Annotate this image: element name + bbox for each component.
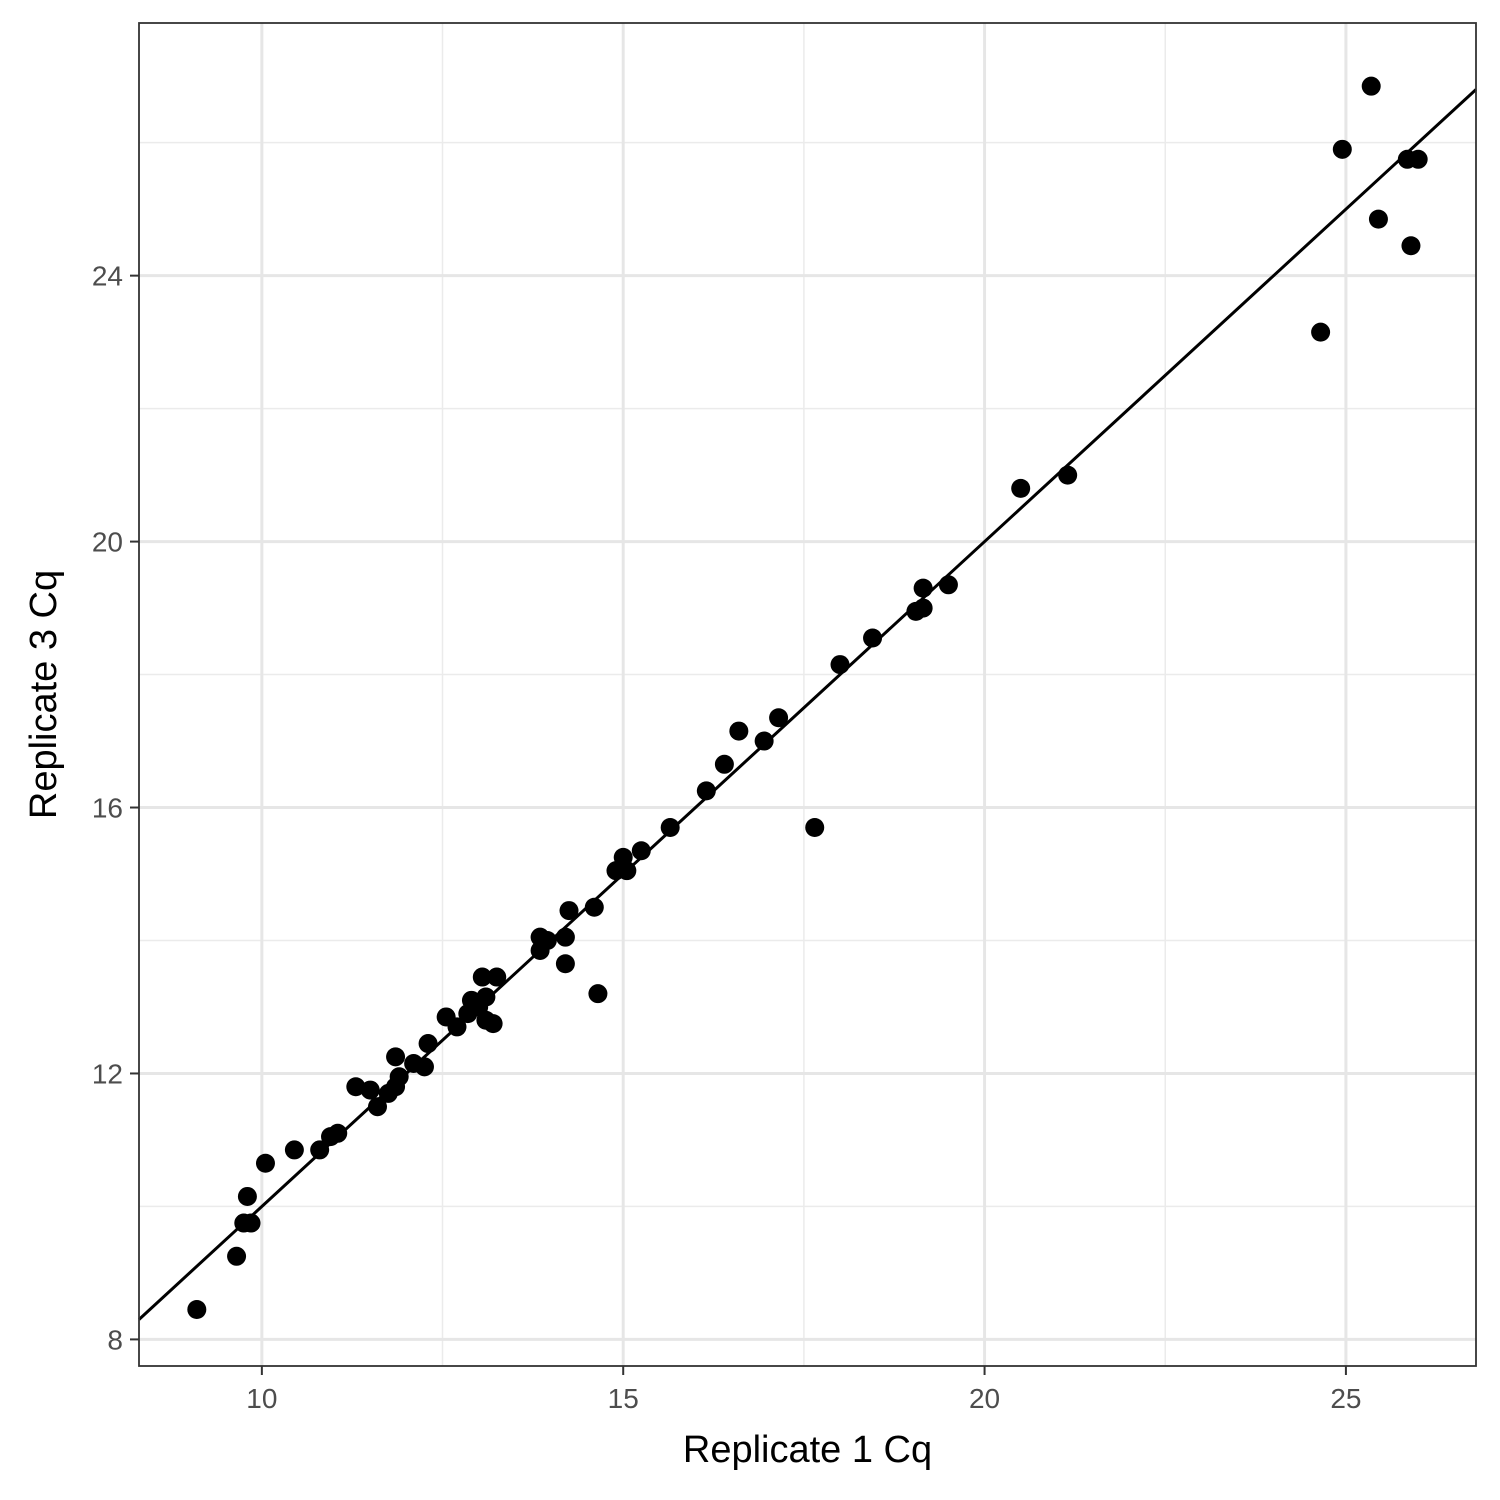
x-tick-label: 10 (246, 1383, 277, 1414)
data-point (472, 967, 492, 987)
plot-panel (139, 23, 1476, 1366)
data-point (418, 1034, 438, 1054)
data-point (913, 598, 933, 618)
x-axis: 10 15 20 25 (246, 1366, 1361, 1414)
data-point (241, 1213, 261, 1233)
x-axis-title: Replicate 1 Cq (683, 1429, 932, 1471)
data-point (1368, 209, 1388, 229)
data-point (310, 1140, 330, 1160)
x-tick-label: 20 (969, 1383, 1000, 1414)
data-point (537, 930, 557, 950)
plot-border (138, 22, 1477, 1367)
data-point (1332, 139, 1352, 159)
data-point (754, 731, 774, 751)
data-point (938, 575, 958, 595)
data-point (414, 1057, 434, 1077)
data-point (660, 817, 680, 837)
data-point (769, 708, 789, 728)
data-point (284, 1140, 304, 1160)
y-tick-label: 20 (92, 527, 123, 558)
data-point (476, 987, 496, 1007)
data-point (367, 1097, 387, 1117)
data-point (1011, 478, 1031, 498)
x-tick-label: 15 (608, 1383, 639, 1414)
data-point (555, 927, 575, 947)
data-point (584, 897, 604, 917)
data-point (237, 1186, 257, 1206)
identity-line (137, 88, 1478, 1321)
data-point (805, 817, 825, 837)
data-point (227, 1246, 247, 1266)
data-point (631, 841, 651, 861)
y-tick-label: 16 (92, 793, 123, 824)
data-point (555, 954, 575, 974)
x-tick-label: 25 (1330, 1383, 1361, 1414)
data-point (1361, 76, 1381, 96)
y-axis: 8 12 16 20 24 (92, 261, 139, 1355)
data-point (863, 628, 883, 648)
data-point (328, 1123, 348, 1143)
data-point (255, 1153, 275, 1173)
grid-minor (139, 23, 1476, 1366)
data-point (346, 1077, 366, 1097)
data-point (830, 655, 850, 675)
data-point (696, 781, 716, 801)
data-point (913, 578, 933, 598)
data-point (487, 967, 507, 987)
data-point (483, 1014, 503, 1034)
data-point (1311, 322, 1331, 342)
data-point (1408, 149, 1428, 169)
data-point (389, 1067, 409, 1087)
data-point (1401, 236, 1421, 256)
data-point (1058, 465, 1078, 485)
grid-major (139, 23, 1476, 1366)
data-point (360, 1080, 380, 1100)
y-tick-label: 24 (92, 261, 123, 292)
data-point (187, 1299, 207, 1319)
data-point (588, 984, 608, 1004)
y-axis-title: Replicate 3 Cq (23, 570, 65, 819)
y-tick-label: 8 (107, 1324, 123, 1355)
data-point (559, 901, 579, 921)
data-point (714, 754, 734, 774)
data-point (386, 1047, 406, 1067)
data-point (729, 721, 749, 741)
y-tick-label: 12 (92, 1058, 123, 1089)
